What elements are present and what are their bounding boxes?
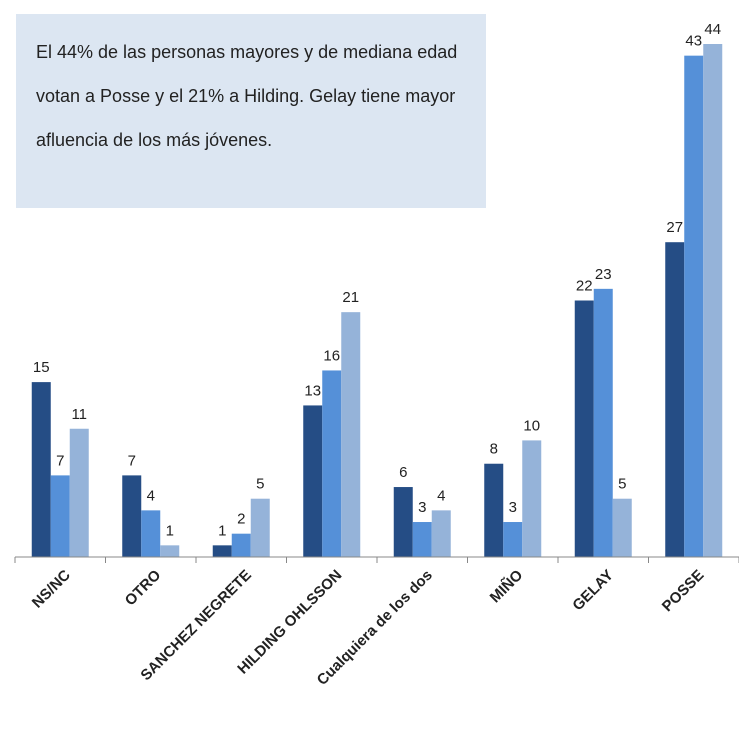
x-tick-label: OTRO (122, 566, 165, 609)
x-tick-label: NS/NC (29, 566, 74, 611)
bar (303, 405, 323, 557)
bar (574, 300, 594, 557)
value-label: 4 (147, 487, 155, 504)
bar (593, 288, 613, 557)
value-label: 13 (304, 382, 321, 399)
value-label: 15 (33, 359, 50, 376)
value-label: 3 (418, 499, 426, 516)
bar (522, 440, 542, 557)
value-label: 7 (56, 452, 64, 469)
bar (122, 475, 142, 557)
value-label: 43 (685, 33, 702, 50)
bar (665, 242, 685, 558)
bar (231, 533, 251, 557)
bar (393, 487, 413, 557)
value-label: 5 (256, 476, 264, 493)
value-label: 5 (618, 476, 626, 493)
annotation: El 44% de las personas mayores y de medi… (16, 14, 486, 208)
bar (160, 545, 180, 557)
value-label: 3 (509, 499, 517, 516)
value-label: 27 (666, 219, 683, 236)
value-label: 8 (490, 441, 498, 458)
value-label: 22 (576, 278, 593, 295)
bar (322, 370, 342, 557)
bar (50, 475, 70, 557)
bar (503, 522, 523, 557)
value-label: 16 (323, 347, 340, 364)
value-label: 4 (437, 487, 445, 504)
bar (212, 545, 232, 557)
bar (341, 312, 361, 557)
bar (684, 55, 704, 558)
value-label: 21 (342, 289, 359, 306)
x-tick-label: GELAY (569, 567, 617, 615)
bar (484, 463, 504, 557)
bar (250, 498, 270, 557)
bar (703, 44, 723, 557)
value-label: 2 (237, 511, 245, 528)
bar (431, 510, 451, 557)
value-label: 10 (523, 417, 540, 434)
bar (612, 498, 632, 557)
x-tick-label: POSSE (659, 567, 708, 616)
value-label: 1 (166, 522, 174, 539)
x-tick-label: MIÑO (486, 566, 527, 607)
value-label: 44 (704, 21, 721, 38)
value-label: 23 (595, 266, 612, 283)
bar (31, 382, 51, 557)
value-label: 11 (71, 406, 87, 423)
bar (412, 522, 432, 557)
bar (69, 428, 89, 557)
value-label: 7 (128, 452, 136, 469)
value-label: 6 (399, 464, 407, 481)
value-label: 1 (218, 522, 226, 539)
bar (141, 510, 161, 557)
